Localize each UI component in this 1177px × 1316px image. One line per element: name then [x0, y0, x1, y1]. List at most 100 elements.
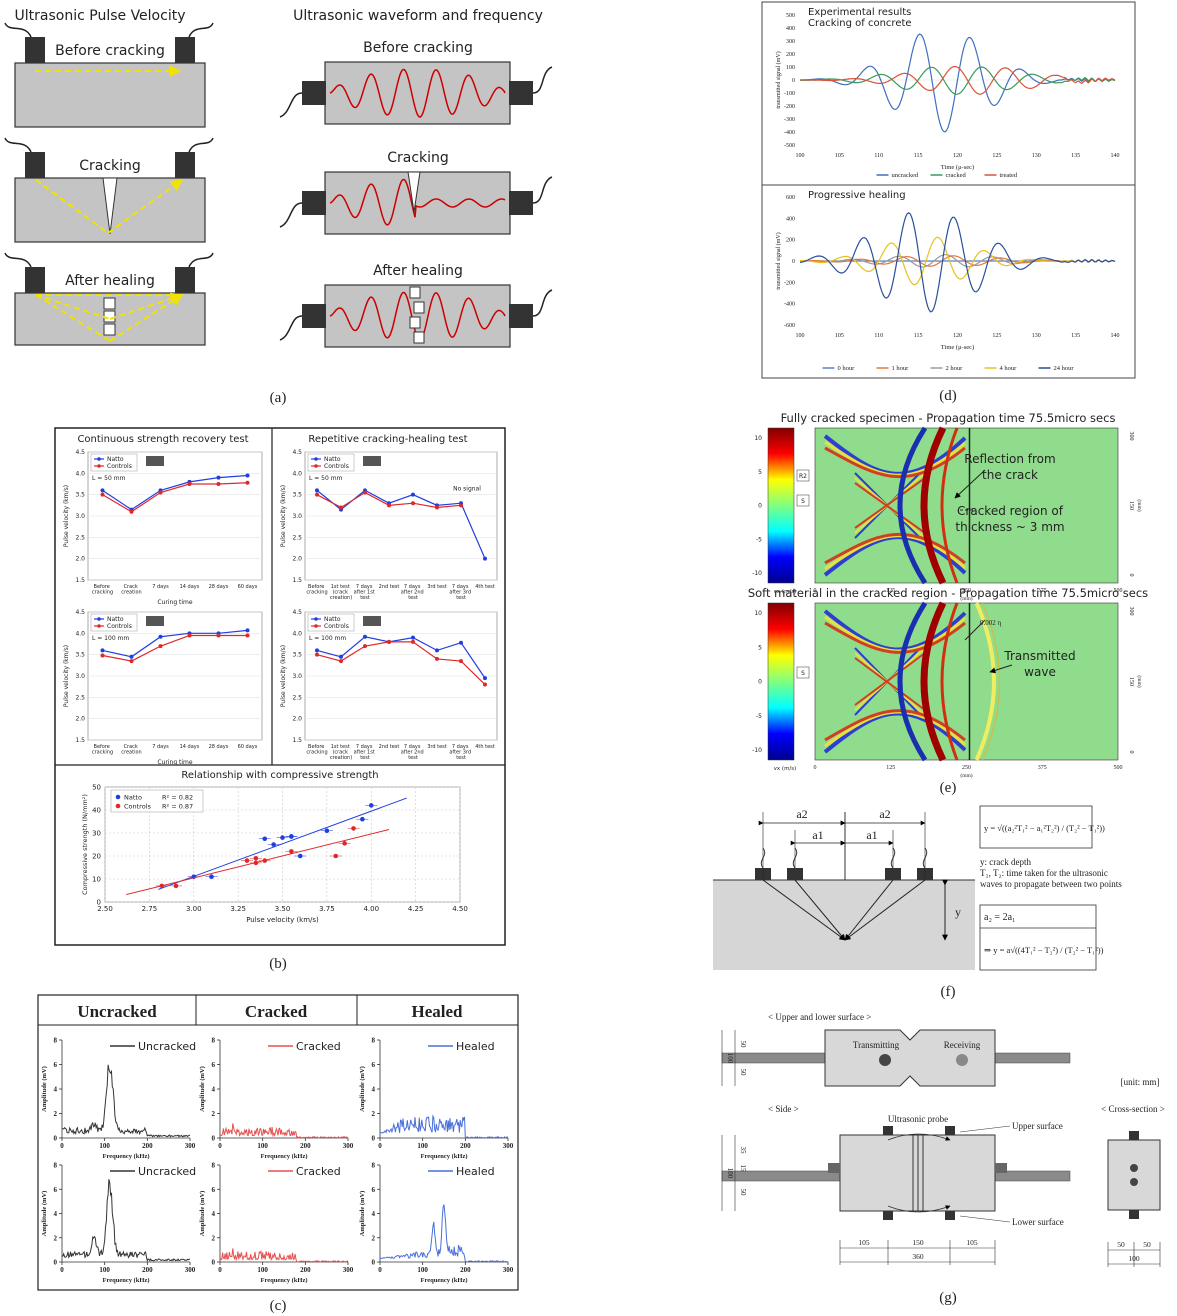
- x-tick-label: 135: [1071, 153, 1080, 159]
- x-tick-label: 0: [814, 765, 817, 771]
- transducer: [885, 868, 901, 880]
- chart-title: Progressive healing: [808, 190, 906, 201]
- data-point: [217, 476, 221, 480]
- field: [815, 603, 1118, 760]
- cable: [5, 253, 31, 267]
- y-axis-label: Pulse velocity (km/s): [63, 485, 70, 547]
- dimension-label: y: [955, 905, 961, 919]
- annotation: 0.002 η: [980, 619, 1002, 627]
- legend-label: Uncracked: [138, 1165, 196, 1178]
- y-tick-label: -400: [784, 130, 795, 136]
- y-axis-label: Amplitude (mV): [199, 1066, 206, 1112]
- x-tick-label: 115: [914, 153, 923, 159]
- x-axis-label: Curing time: [157, 599, 193, 606]
- heading: < Upper and lower surface >: [768, 1012, 871, 1022]
- cable: [280, 203, 302, 227]
- colorbar-tick: 5: [758, 469, 762, 476]
- state-label: After healing: [65, 273, 155, 289]
- colorbar-tick: 10: [754, 610, 762, 617]
- x-tick-label: 500: [1114, 765, 1123, 771]
- state-label: Cracking: [387, 150, 449, 166]
- y-tick-label: 20: [92, 853, 101, 861]
- x-tick-label: 0: [218, 1142, 222, 1150]
- x-tick-label: 60 days: [238, 744, 258, 750]
- x-axis-label: Frequency (kHz): [421, 1277, 468, 1284]
- x-tick-label: 140: [1111, 153, 1120, 159]
- x-tick-label: 200: [142, 1266, 153, 1274]
- page: { "panel_a":{"label":"(a)","title_left":…: [0, 0, 1177, 1316]
- colorbar-tick: 10: [754, 435, 762, 442]
- y-axis-label: Pulse velocity (km/s): [280, 645, 287, 707]
- healing-product: [104, 298, 115, 309]
- x-tick-label: 300: [185, 1266, 196, 1274]
- y-tick-label: 4.0: [292, 470, 302, 477]
- annotation: Cracked region of: [957, 504, 1064, 518]
- probe: [945, 1211, 955, 1220]
- cable: [5, 23, 31, 37]
- x-tick-label: 200: [142, 1142, 153, 1150]
- y-tick-label: 0: [54, 1259, 58, 1267]
- x-axis-label: Curing time: [157, 759, 193, 766]
- state-label: Cracking: [79, 158, 141, 174]
- data-point: [217, 633, 221, 637]
- x-tick-label: 130: [1032, 153, 1041, 159]
- ground: [713, 880, 975, 970]
- x-tick-label: 250: [962, 765, 971, 771]
- y-tick-label: 0: [372, 1259, 376, 1267]
- y-tick-label: 2.0: [292, 556, 302, 563]
- x-tick-label: 300: [503, 1266, 514, 1274]
- x-tick-label: 100: [99, 1142, 110, 1150]
- legend-label: Controls: [107, 463, 132, 470]
- y-tick-label: 8: [212, 1162, 216, 1170]
- right-tick-label: 300: [1128, 432, 1134, 441]
- figure: Ultrasonic Pulse VelocityUltrasonic wave…: [0, 0, 1177, 1316]
- state-label: Before cracking: [363, 40, 473, 56]
- legend-label: 0 hour: [838, 365, 856, 372]
- data-point: [174, 884, 179, 889]
- x-axis-label: Frequency (kHz): [103, 1277, 150, 1284]
- spectrum: [380, 1116, 508, 1138]
- x-tick-label: 100: [257, 1266, 268, 1274]
- data-point: [245, 858, 250, 863]
- x-tick-label: 110: [874, 153, 883, 159]
- y-tick-label: 3.0: [292, 513, 302, 520]
- x-tick-label: 125: [992, 153, 1001, 159]
- y-axis-label: Amplitude (mV): [41, 1066, 48, 1112]
- transducer: [879, 1054, 891, 1066]
- y-tick-label: 4: [54, 1086, 58, 1094]
- legend-swatch: [116, 804, 121, 809]
- y-tick-label: 0: [54, 1135, 58, 1143]
- dimension-label: 100: [1128, 1254, 1140, 1263]
- y-tick-label: -400: [784, 302, 795, 308]
- y-tick-label: 400: [786, 26, 795, 32]
- healing-product: [414, 302, 424, 313]
- data-point: [130, 655, 134, 659]
- data-point: [459, 503, 463, 507]
- colorbar-tick: -10: [752, 570, 762, 577]
- data-point: [130, 659, 134, 663]
- x-tick-label: Crack creation: [121, 744, 141, 756]
- colorbar-tick: -5: [756, 536, 762, 543]
- x-tick-label: 4th test: [475, 584, 495, 590]
- chart-title: Cracking of concrete: [808, 18, 912, 29]
- colorbar-tick: -10: [752, 747, 762, 754]
- x-tick-label: Before cracking: [92, 744, 113, 756]
- x-tick-label: 200: [460, 1142, 471, 1150]
- data-point: [351, 826, 356, 831]
- column-header: Uncracked: [77, 1002, 157, 1021]
- y-tick-label: 0: [372, 1135, 376, 1143]
- transducer: [302, 304, 326, 328]
- healing-product: [104, 324, 115, 335]
- panel-label: (f): [941, 984, 956, 1000]
- healing-product: [410, 317, 420, 328]
- x-tick-label: Before cracking: [92, 584, 113, 596]
- data-point: [262, 836, 267, 841]
- y-tick-label: 4.5: [75, 609, 85, 616]
- colorbar-tick: -5: [756, 713, 762, 720]
- x-tick-label: 300: [185, 1142, 196, 1150]
- note: y: crack depth: [980, 857, 1031, 867]
- y-tick-label: 2: [212, 1110, 216, 1118]
- data-point: [188, 482, 192, 486]
- legend-label: Uncracked: [138, 1040, 196, 1053]
- colorbar-tick: 0: [758, 503, 762, 510]
